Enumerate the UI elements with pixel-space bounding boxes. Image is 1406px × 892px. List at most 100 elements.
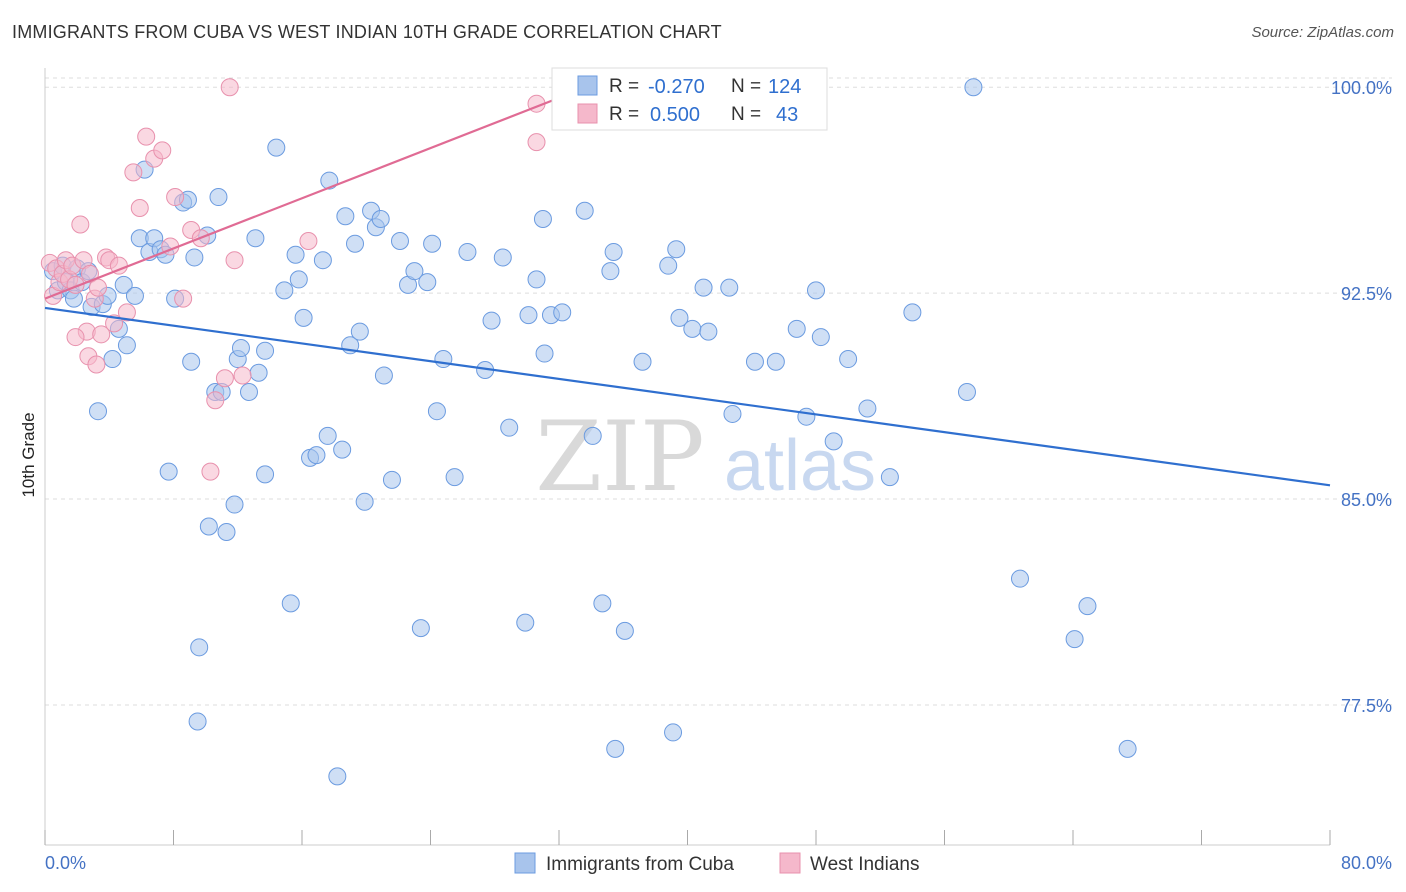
legend-r-value-blue: -0.270 <box>648 76 705 98</box>
cuba-point-117 <box>957 382 976 401</box>
cuba-point-89 <box>553 303 572 322</box>
bottom-legend-label-blue: Immigrants from Cuba <box>546 854 734 875</box>
cuba-point-100 <box>667 240 686 259</box>
trend-line-cuba <box>44 306 1331 487</box>
cuba-point-75 <box>427 402 446 421</box>
y-tick-label-0: 77.5% <box>1341 696 1392 716</box>
cuba-point-40 <box>231 339 250 358</box>
cuba-point-81 <box>493 248 512 267</box>
cuba-point-71 <box>405 262 424 281</box>
cuba-point-44 <box>256 465 275 484</box>
west-indian-point-22 <box>130 199 149 218</box>
cuba-point-49 <box>286 245 305 264</box>
cuba-point-93 <box>601 262 620 281</box>
cuba-point-68 <box>382 470 401 489</box>
west-indian-point-32 <box>206 391 225 410</box>
y-tick-label-1: 85.0% <box>1341 490 1392 510</box>
cuba-point-114 <box>858 399 877 418</box>
legend-r-label-pink: R = <box>609 104 639 125</box>
cuba-point-46 <box>267 138 286 157</box>
cuba-point-101 <box>670 308 689 327</box>
west-indian-point-39 <box>220 78 239 97</box>
west-indian-point-35 <box>233 366 252 385</box>
cuba-point-108 <box>787 319 806 338</box>
cuba-point-110 <box>807 281 825 300</box>
cuba-point-45 <box>256 341 275 360</box>
cuba-point-33 <box>199 517 218 536</box>
y-axis-title: 10th Grade <box>19 412 38 497</box>
cuba-point-42 <box>246 229 265 248</box>
cuba-point-90 <box>575 201 594 220</box>
cuba-point-41 <box>239 382 258 401</box>
cuba-point-84 <box>519 306 538 325</box>
cuba-point-103 <box>699 322 718 341</box>
cuba-point-97 <box>633 352 652 371</box>
top-legend: R = -0.270 N = 124 R = 0.500 N = 43 <box>551 67 828 131</box>
cuba-point-67 <box>374 366 393 385</box>
bottom-legend-swatch-blue <box>514 852 536 874</box>
cuba-point-24 <box>159 462 178 481</box>
cuba-point-96 <box>615 621 634 640</box>
cuba-point-17 <box>125 286 144 305</box>
chart-title: IMMIGRANTS FROM CUBA VS WEST INDIAN 10TH… <box>12 22 722 42</box>
bottom-legend-label-pink: West Indians <box>810 854 919 875</box>
west-indian-point-9 <box>71 215 90 234</box>
cuba-point-29 <box>185 248 204 267</box>
legend-r-value-pink: 0.500 <box>650 104 700 126</box>
west-indian-point-14 <box>89 278 108 297</box>
cuba-point-122 <box>1118 739 1137 758</box>
trend-lines <box>44 86 1331 487</box>
top-legend-box <box>551 67 828 131</box>
west-indian-point-21 <box>124 163 143 182</box>
cuba-point-69 <box>390 231 409 250</box>
cuba-point-120 <box>1065 630 1084 649</box>
west-indian-point-42 <box>66 328 85 347</box>
west-indian-point-15 <box>92 325 111 344</box>
trend-line-west-indians <box>44 86 587 300</box>
cuba-point-31 <box>188 712 207 731</box>
cuba-point-105 <box>723 404 742 423</box>
legend-r-label-blue: R = <box>609 76 639 97</box>
cuba-point-85 <box>527 270 546 289</box>
cuba-point-109 <box>797 407 816 426</box>
west-indian-point-28 <box>174 289 193 308</box>
cuba-point-104 <box>720 278 739 297</box>
legend-n-value-blue: 124 <box>768 76 801 98</box>
cuba-point-66 <box>371 210 390 229</box>
cuba-point-116 <box>903 303 922 322</box>
cuba-point-111 <box>811 328 830 347</box>
y-tick-label-2: 92.5% <box>1341 284 1392 304</box>
cuba-point-98 <box>659 256 678 275</box>
cuba-point-15 <box>114 275 133 294</box>
cuba-point-58 <box>333 440 352 459</box>
x-tick-label-max: 80.0% <box>1341 853 1392 873</box>
cuba-point-113 <box>839 350 858 369</box>
west-indian-point-27 <box>166 188 185 207</box>
cuba-point-53 <box>307 446 326 465</box>
watermark-atlas: atlas <box>724 426 876 506</box>
cuba-point-118 <box>964 78 983 97</box>
legend-swatch-pink <box>577 103 598 124</box>
cuba-point-83 <box>516 613 535 632</box>
cuba-point-57 <box>328 767 347 786</box>
cuba-point-119 <box>1010 569 1029 588</box>
cuba-point-13 <box>103 350 122 369</box>
cuba-point-35 <box>209 188 228 207</box>
cuba-point-37 <box>217 523 236 542</box>
cuba-point-121 <box>1078 597 1097 616</box>
cuba-point-63 <box>355 492 374 511</box>
cuba-point-59 <box>336 207 355 226</box>
cuba-point-123 <box>694 278 713 297</box>
cuba-point-61 <box>346 234 365 253</box>
cuba-point-38 <box>225 495 244 514</box>
legend-n-value-pink: 43 <box>776 104 798 126</box>
watermark: ZIP atlas <box>535 401 876 513</box>
cuba-point-112 <box>824 432 843 451</box>
x-axis <box>44 68 1331 846</box>
west-indian-point-31 <box>201 462 220 481</box>
cuba-point-80 <box>482 311 501 330</box>
cuba-point-94 <box>604 242 623 261</box>
west-indian-point-20 <box>117 303 136 322</box>
cuba-point-115 <box>880 468 899 487</box>
